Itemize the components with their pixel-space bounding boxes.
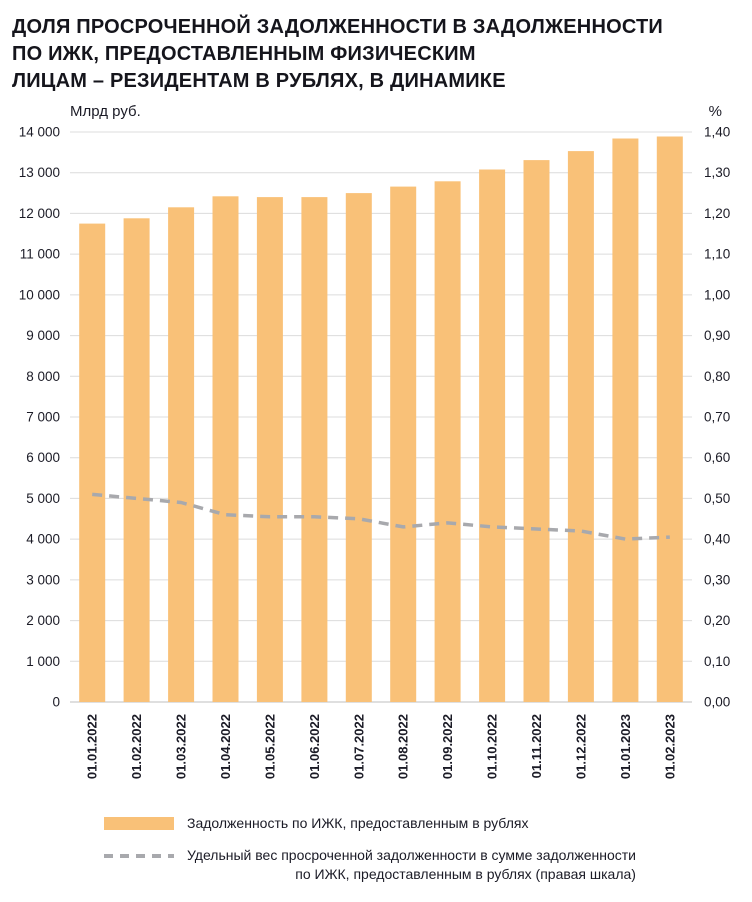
svg-text:01.07.2022: 01.07.2022 [351,714,366,779]
right-axis-unit-label: % [708,103,722,120]
legend-bar-label: Задолженность по ИЖК, предоставленным в … [187,815,529,831]
svg-text:1,40: 1,40 [704,125,730,140]
svg-text:0,50: 0,50 [704,491,730,506]
chart-title-line-2: ПО ИЖК, ПРЕДОСТАВЛЕННЫМ ФИЗИЧЕСКИМ [12,43,476,65]
svg-text:0,60: 0,60 [704,450,730,465]
legend-bar-swatch [104,817,174,830]
svg-text:0,10: 0,10 [704,654,730,669]
svg-text:10 000: 10 000 [19,287,60,302]
svg-text:0,40: 0,40 [704,532,730,547]
chart-canvas: 0 1 000 2 000 3 000 4 000 5 000 6 000 7 000 8 00… [19,125,731,780]
svg-text:13 000: 13 000 [19,165,60,180]
svg-text:1,00: 1,00 [704,287,730,302]
svg-text:01.03.2022: 01.03.2022 [174,714,189,779]
svg-text:01.11.2022: 01.11.2022 [529,714,544,778]
legend-line-label-line-1: Удельный вес просроченной задолженности … [187,847,636,863]
svg-text:01.09.2022: 01.09.2022 [440,714,455,779]
svg-text:01.10.2022: 01.10.2022 [485,714,500,779]
svg-text:01.05.2022: 01.05.2022 [262,714,277,779]
legend-line-label-line-2: по ИЖК, предоставленным в рублях (правая… [295,866,636,882]
svg-text:4 000: 4 000 [26,532,60,547]
svg-text:9 000: 9 000 [26,328,60,343]
svg-text:3 000: 3 000 [26,572,60,587]
svg-text:7 000: 7 000 [26,410,60,425]
svg-text:0,70: 0,70 [704,410,730,425]
svg-text:5 000: 5 000 [26,491,60,506]
svg-text:01.12.2022: 01.12.2022 [573,714,588,779]
svg-text:1,30: 1,30 [704,165,730,180]
svg-text:01.04.2022: 01.04.2022 [218,714,233,779]
chart-title: ДОЛЯ ПРОСРОЧЕННОЙ ЗАДОЛЖЕННОСТИ В ЗАДОЛЖ… [0,0,752,95]
legend-item-bars: Задолженность по ИЖК, предоставленным в … [104,814,752,833]
svg-text:0,30: 0,30 [704,572,730,587]
svg-text:01.02.2022: 01.02.2022 [129,714,144,779]
axis-units-row: Млрд руб. % [0,95,752,120]
svg-text:8 000: 8 000 [26,369,60,384]
legend-line-label: Удельный вес просроченной задолженности … [187,846,636,884]
svg-text:11 000: 11 000 [20,247,60,262]
svg-text:0,80: 0,80 [704,369,730,384]
svg-text:1,20: 1,20 [704,206,730,221]
svg-text:1,10: 1,10 [704,247,730,262]
left-axis-unit-label: Млрд руб. [70,103,141,120]
svg-text:01.01.2023: 01.01.2023 [618,714,633,779]
svg-text:1 000: 1 000 [26,654,60,669]
svg-text:0,90: 0,90 [704,328,730,343]
chart-title-line-3: ЛИЦАМ – РЕЗИДЕНТАМ В РУБЛЯХ, В ДИНАМИКЕ [12,70,506,92]
svg-text:12 000: 12 000 [19,206,60,221]
svg-text:01.08.2022: 01.08.2022 [396,714,411,779]
chart-title-line-1: ДОЛЯ ПРОСРОЧЕННОЙ ЗАДОЛЖЕННОСТИ В ЗАДОЛЖ… [12,16,663,38]
svg-text:0,00: 0,00 [704,695,730,710]
svg-text:14 000: 14 000 [19,125,60,140]
svg-text:0: 0 [52,695,60,710]
legend: Задолженность по ИЖК, предоставленным в … [104,814,752,884]
svg-text:0,20: 0,20 [704,613,730,628]
legend-line-swatch [104,854,174,858]
svg-text:01.02.2023: 01.02.2023 [662,714,677,779]
svg-text:01.01.2022: 01.01.2022 [85,714,100,779]
legend-item-line: Удельный вес просроченной задолженности … [104,846,752,884]
svg-text:2 000: 2 000 [26,613,60,628]
svg-text:6 000: 6 000 [26,450,60,465]
svg-text:01.06.2022: 01.06.2022 [307,714,322,779]
